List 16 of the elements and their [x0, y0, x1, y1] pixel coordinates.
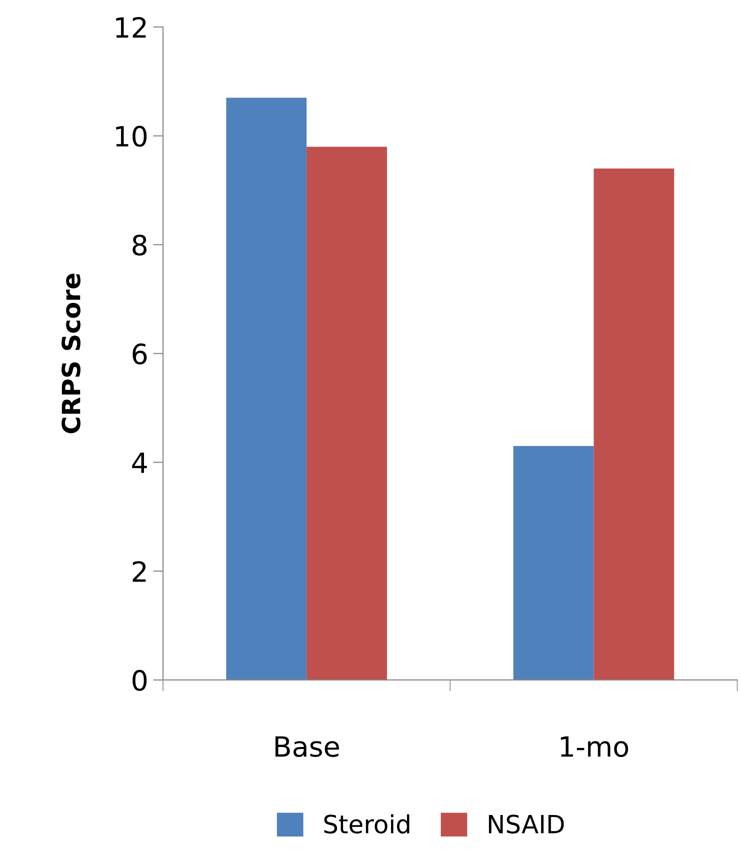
x-tick-label: 1-mo — [560, 736, 628, 758]
y-tick-label: 2 — [132, 561, 146, 582]
y-tick-label: 0 — [132, 670, 147, 691]
y-tick-label: 4 — [132, 452, 147, 473]
bar — [306, 146, 387, 680]
y-axis-title: CRPS Score — [62, 274, 80, 434]
y-tick-label: 6 — [132, 343, 147, 364]
x-tick-label: Base — [275, 736, 339, 758]
legend-label: NSAID — [488, 814, 564, 834]
y-tick-label: 10 — [116, 126, 147, 147]
bar — [594, 168, 674, 680]
legend-label: Steroid — [324, 814, 410, 834]
bar — [226, 98, 307, 680]
y-tick-label: 8 — [132, 234, 147, 256]
bar — [513, 446, 594, 680]
y-tick-label: 12 — [116, 16, 146, 38]
